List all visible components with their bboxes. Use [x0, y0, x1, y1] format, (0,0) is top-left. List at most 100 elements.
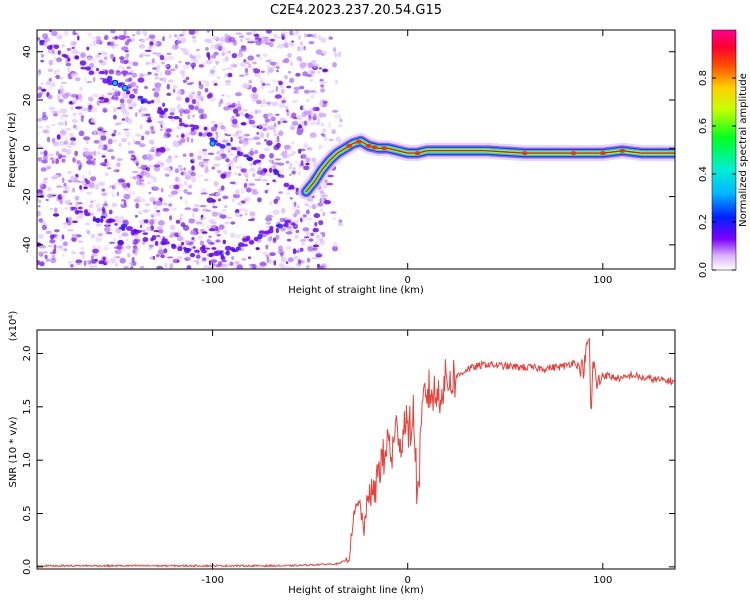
snr-xlabel: Height of straight line (km)	[288, 585, 424, 596]
noise-speckle	[106, 149, 114, 153]
noise-speckle	[267, 188, 270, 192]
noise-speckle	[46, 136, 51, 143]
noise-speckle	[206, 225, 210, 229]
noise-speckle	[268, 259, 274, 264]
noise-speckle	[169, 234, 174, 239]
noise-speckle	[204, 80, 210, 87]
noise-speckle	[148, 246, 153, 250]
spectrogram-frame	[36, 29, 676, 270]
noise-speckle	[118, 234, 122, 240]
noise-speckle	[210, 259, 218, 263]
noise-speckle	[57, 94, 61, 101]
noise-speckle	[254, 149, 259, 155]
noise-speckle	[213, 51, 219, 56]
track-blob	[192, 124, 200, 130]
noise-speckle	[121, 199, 126, 202]
noise-speckle	[299, 40, 304, 47]
noise-speckle	[298, 171, 301, 176]
noise-speckle	[159, 128, 163, 131]
noise-speckle	[197, 108, 204, 114]
noise-speckle	[52, 249, 57, 254]
noise-speckle	[215, 155, 223, 161]
noise-speckle	[97, 245, 101, 250]
noise-speckle	[215, 239, 221, 243]
noise-speckle	[83, 260, 87, 267]
track-blob	[275, 227, 279, 234]
noise-speckle	[144, 203, 151, 207]
noise-speckle	[313, 63, 320, 67]
noise-speckle	[146, 208, 151, 213]
noise-speckle	[139, 224, 143, 229]
noise-speckle	[39, 183, 47, 190]
noise-speckle	[108, 209, 113, 215]
noise-speckle	[60, 248, 67, 251]
noise-speckle	[192, 207, 199, 212]
noise-speckle	[272, 179, 276, 182]
noise-speckle	[156, 96, 160, 101]
noise-speckle	[37, 205, 41, 208]
noise-speckle	[276, 136, 280, 142]
track-blob	[102, 78, 109, 84]
noise-speckle	[195, 221, 203, 225]
noise-speckle	[84, 150, 90, 156]
noise-speckle	[151, 58, 155, 63]
noise-speckle	[149, 219, 155, 226]
noise-speckle	[193, 203, 200, 208]
noise-speckle	[93, 129, 97, 136]
noise-speckle	[114, 215, 120, 222]
noise-speckle	[61, 158, 66, 163]
noise-speckle	[222, 195, 229, 200]
noise-speckle	[159, 162, 165, 165]
noise-speckle	[277, 162, 285, 166]
noise-speckle	[132, 139, 136, 145]
noise-speckle	[41, 115, 48, 121]
noise-speckle	[178, 230, 182, 235]
noise-speckle	[318, 146, 322, 150]
track-blob	[39, 39, 45, 43]
noise-speckle	[69, 142, 77, 146]
noise-speckle	[208, 235, 212, 238]
noise-speckle	[61, 177, 65, 183]
noise-speckle	[38, 92, 44, 95]
noise-speckle	[191, 230, 197, 236]
noise-speckle	[174, 168, 180, 174]
track-blob	[142, 237, 149, 242]
noise-speckle	[278, 81, 283, 86]
noise-speckle	[226, 51, 229, 55]
noise-speckle	[103, 245, 109, 251]
track-blob	[178, 118, 183, 123]
noise-speckle	[308, 238, 314, 242]
noise-speckle	[67, 67, 71, 73]
noise-speckle	[159, 54, 165, 61]
noise-speckle	[91, 160, 96, 166]
noise-speckle	[119, 257, 126, 264]
noise-speckle	[197, 150, 204, 155]
noise-speckle	[231, 164, 235, 168]
noise-speckle	[174, 155, 178, 159]
noise-speckle	[91, 36, 98, 40]
noise-speckle	[195, 30, 199, 33]
noise-speckle	[43, 41, 48, 47]
noise-speckle	[37, 125, 43, 129]
noise-speckle	[67, 170, 72, 175]
noise-speckle	[197, 90, 202, 96]
noise-speckle	[125, 245, 132, 250]
noise-speckle	[135, 133, 142, 137]
noise-speckle	[107, 41, 112, 46]
noise-speckle	[295, 72, 301, 77]
noise-speckle	[237, 52, 244, 58]
noise-speckle	[278, 245, 283, 252]
noise-speckle	[303, 33, 307, 38]
noise-speckle	[219, 98, 224, 104]
noise-speckle	[307, 69, 315, 74]
noise-speckle	[128, 261, 133, 265]
noise-speckle	[268, 159, 273, 163]
noise-speckle	[240, 168, 247, 173]
noise-speckle	[51, 159, 55, 165]
noise-speckle	[44, 254, 48, 259]
track-blob	[206, 132, 213, 137]
noise-speckle	[196, 48, 200, 52]
noise-speckle	[49, 234, 55, 240]
noise-speckle	[191, 176, 197, 183]
noise-speckle	[283, 265, 291, 269]
